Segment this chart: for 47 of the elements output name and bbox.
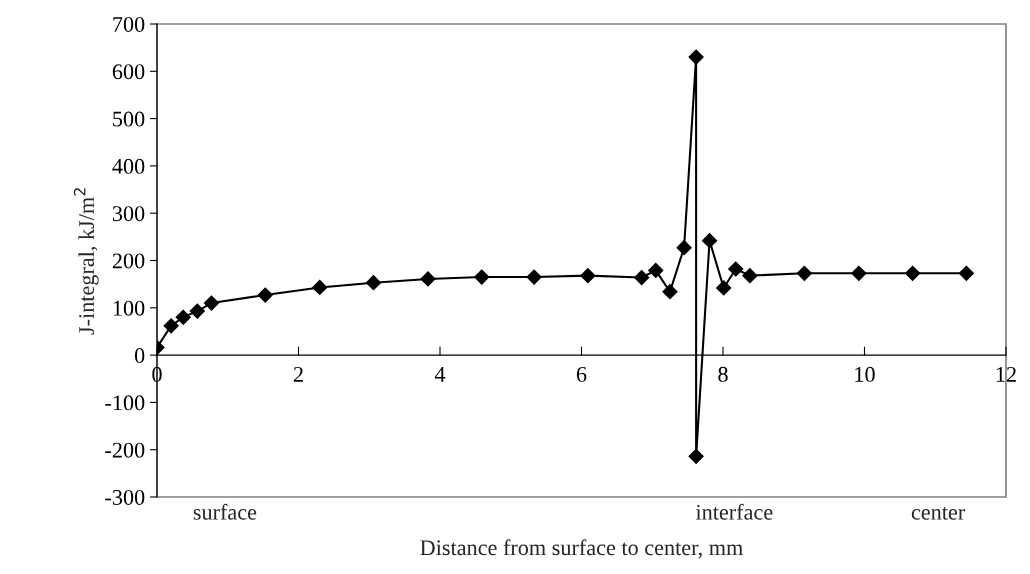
y-tick-label: 400 xyxy=(112,158,145,174)
x-tick-label: 2 xyxy=(293,366,303,382)
text: center xyxy=(911,507,966,520)
point xyxy=(728,261,744,277)
point xyxy=(189,303,205,319)
point xyxy=(688,448,704,464)
y-tick-label: 200 xyxy=(112,253,145,269)
point xyxy=(203,295,220,311)
point xyxy=(905,265,921,281)
text: interface xyxy=(695,503,773,520)
point xyxy=(851,265,867,281)
x-tick-label: 10 xyxy=(855,366,875,382)
point xyxy=(420,271,436,287)
y-axis-title: J-integral, kJ/m$^{2}$ xyxy=(73,188,99,335)
point xyxy=(662,284,678,300)
y-tick-label: 300 xyxy=(112,206,145,222)
point xyxy=(742,268,758,284)
point xyxy=(474,269,490,285)
y-tick-label: 500 xyxy=(113,111,145,127)
y-tick-label: -100 xyxy=(105,395,145,411)
x-tick-label: 4 xyxy=(434,367,446,382)
y-tick-label: 600 xyxy=(112,64,145,80)
y-tick-label: -300 xyxy=(105,489,145,505)
point xyxy=(796,265,812,281)
point xyxy=(716,280,732,296)
point xyxy=(648,262,664,279)
text: surface xyxy=(193,503,257,520)
x-tick-label: 6 xyxy=(576,366,587,382)
point xyxy=(634,269,650,286)
x-axis-title: Distance from surface to center, mm xyxy=(420,539,743,559)
y-tick-label: 0 xyxy=(134,348,145,364)
point xyxy=(257,287,273,303)
point xyxy=(676,240,692,256)
x-tick-label: 12 xyxy=(996,366,1016,382)
y-tick-label: -200 xyxy=(105,442,145,458)
y-tick-label: 100 xyxy=(113,300,145,316)
point xyxy=(701,233,718,249)
y-tick-label: 700 xyxy=(113,16,145,32)
point xyxy=(312,279,328,296)
point xyxy=(365,275,382,291)
point xyxy=(958,265,974,281)
point xyxy=(163,318,179,334)
point xyxy=(688,49,704,65)
point xyxy=(526,269,542,285)
x-tick-label: 8 xyxy=(718,366,728,382)
point xyxy=(580,268,596,284)
point xyxy=(175,309,191,325)
